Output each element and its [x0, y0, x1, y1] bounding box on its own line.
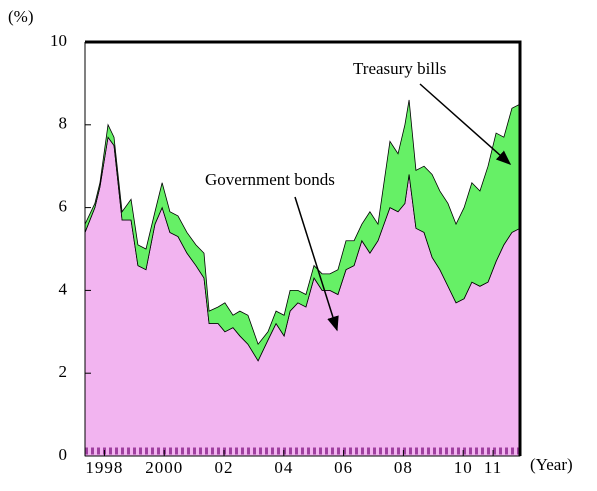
y-tick-label: 8 [59, 114, 68, 133]
x-tick-label: 11 [484, 458, 502, 477]
x-tick-label: 1998 [85, 458, 123, 477]
x-tick-label: 02 [215, 458, 234, 477]
y-tick-label: 4 [59, 279, 68, 298]
annotation-arrow [419, 83, 512, 165]
y-tick-label: 6 [59, 197, 68, 216]
x-tick-label: 10 [454, 458, 473, 477]
x-tick-label: 08 [394, 458, 413, 477]
x-tick-label: 2000 [145, 458, 183, 477]
x-axis-label: (Year) [530, 455, 573, 474]
annotation-arrow [294, 196, 339, 332]
x-tick-label: 06 [334, 458, 353, 477]
y-tick-label: 0 [59, 445, 68, 464]
annotation: Treasury bills [353, 59, 446, 78]
annotation: Government bonds [205, 170, 335, 189]
y-tick-label: 2 [59, 362, 68, 381]
x-tick-label: 04 [274, 458, 293, 477]
y-tick-label: 10 [50, 31, 67, 50]
y-axis-label: (%) [8, 7, 33, 26]
